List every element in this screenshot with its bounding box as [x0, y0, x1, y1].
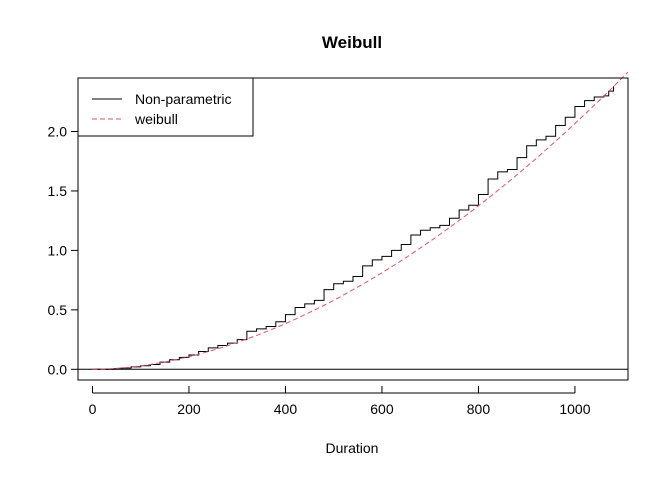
plot-frame: [77, 77, 629, 381]
plot-lines: [78, 71, 629, 370]
series-line-weibull: [92, 71, 629, 370]
x-tick-label: 200: [177, 401, 201, 417]
x-tick-label: 600: [370, 401, 394, 417]
y-tick-label: 2.0: [48, 124, 68, 140]
chart-title: Weibull: [322, 33, 382, 52]
y-tick-label: 0.5: [48, 302, 68, 318]
legend-box: [77, 77, 254, 137]
x-axis-title: Duration: [326, 440, 379, 456]
y-tick-label: 1.5: [48, 183, 68, 199]
y-tick-label: 1.0: [48, 242, 68, 258]
x-tick-label: 0: [89, 401, 97, 417]
axes: 0.0 0.5 1.0 1.5 2.0 0 200 400 600 800 1000: [48, 124, 591, 417]
x-tick-label: 1000: [559, 401, 590, 417]
legend-label: Non-parametric: [135, 91, 231, 107]
x-tick-label: 400: [274, 401, 298, 417]
x-tick-label: 800: [467, 401, 491, 417]
legend: Non-parametric weibull: [77, 77, 254, 137]
y-tick-label: 0.0: [48, 361, 68, 377]
legend-label: weibull: [134, 111, 178, 127]
